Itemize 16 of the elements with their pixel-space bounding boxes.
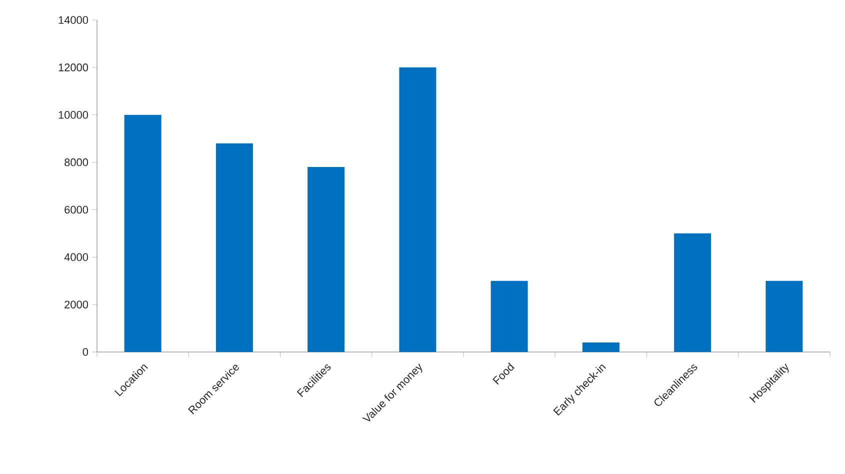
bar <box>216 143 253 352</box>
y-tick-label: 4000 <box>64 253 88 262</box>
y-tick-label: 12000 <box>58 64 88 72</box>
y-tick-label: 6000 <box>64 206 88 214</box>
y-tick-label: 10000 <box>58 110 88 119</box>
y-tick-label: 2000 <box>64 300 88 308</box>
bar <box>582 342 620 352</box>
bar <box>399 67 436 352</box>
y-tick-label: 8000 <box>64 158 88 166</box>
bar <box>766 280 803 352</box>
y-tick-label: 0 <box>82 348 88 356</box>
bar <box>674 233 712 352</box>
y-tick-label: 14000 <box>58 16 88 24</box>
bar <box>124 114 162 352</box>
bar <box>490 280 528 352</box>
bar <box>308 167 345 352</box>
